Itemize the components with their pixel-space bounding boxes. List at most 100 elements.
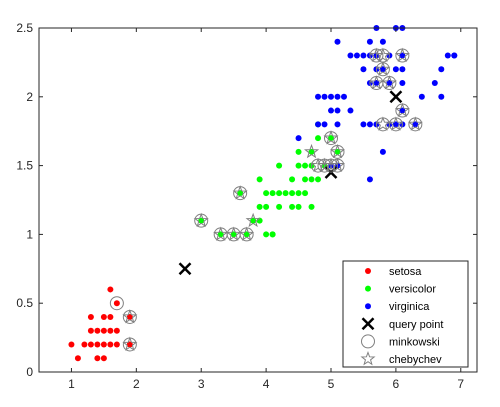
point-chebychev: [368, 75, 384, 90]
point-setosa: [100, 355, 107, 362]
point-setosa: [74, 355, 81, 362]
legend-box: [342, 260, 469, 368]
legend-marker-minkowski: [361, 334, 375, 349]
x-tick-label: 5: [328, 377, 335, 391]
point-virginica: [360, 52, 367, 59]
point-versicolor: [230, 231, 237, 238]
legend-label: query point: [389, 319, 443, 331]
point-virginica: [386, 80, 393, 87]
y-tick-label: 0: [26, 365, 33, 379]
x-tick-label: 4: [263, 377, 270, 391]
point-setosa: [100, 341, 107, 348]
point-minkowski: [109, 296, 124, 311]
x-tick-label: 7: [457, 377, 464, 391]
point-chebychev: [375, 47, 391, 62]
point-versicolor: [198, 217, 205, 224]
legend-item-virginica: virginica: [365, 301, 430, 313]
point-virginica: [315, 121, 322, 128]
point-virginica: [321, 93, 328, 100]
point-versicolor: [308, 148, 315, 155]
legend-label: setosa: [389, 266, 422, 278]
point-versicolor: [289, 203, 296, 210]
point-setosa: [113, 300, 120, 307]
series-setosa: [68, 286, 133, 362]
x-tick-label: 1: [68, 377, 75, 391]
point-versicolor: [276, 162, 283, 169]
point-virginica: [431, 80, 438, 87]
point-setosa: [94, 327, 101, 334]
point-setosa: [87, 341, 94, 348]
point-versicolor: [217, 231, 224, 238]
legend-label: chebychev: [389, 354, 442, 366]
point-virginica: [399, 107, 406, 114]
point-setosa: [126, 341, 133, 348]
point-chebychev: [232, 185, 248, 200]
point-versicolor: [315, 176, 322, 183]
axes-box: [38, 27, 478, 373]
point-versicolor: [295, 162, 302, 169]
point-versicolor: [276, 203, 283, 210]
x-tick-label: 2: [133, 377, 140, 391]
point-versicolor: [263, 203, 270, 210]
point-virginica: [347, 52, 354, 59]
point-virginica: [315, 93, 322, 100]
point-chebychev: [375, 61, 391, 76]
point-virginica: [366, 176, 373, 183]
point-setosa: [100, 327, 107, 334]
point-versicolor: [308, 176, 315, 183]
legend-marker-query-point: [361, 317, 375, 331]
point-virginica: [399, 52, 406, 59]
legend-label: minkowski: [389, 336, 440, 348]
legend-item-setosa: setosa: [365, 266, 422, 278]
point-virginica: [360, 121, 367, 128]
point-query-point: [178, 262, 192, 276]
legend-marker-setosa: [365, 268, 371, 274]
point-chebychev: [407, 116, 423, 131]
point-versicolor: [243, 231, 250, 238]
legend-item-chebychev: chebychev: [360, 351, 442, 366]
point-versicolor: [282, 190, 289, 197]
y-tick-label: 2.5: [16, 21, 33, 35]
point-virginica: [392, 66, 399, 73]
x-tick-label: 3: [198, 377, 205, 391]
point-setosa: [113, 327, 120, 334]
point-versicolor: [289, 190, 296, 197]
point-versicolor: [263, 190, 270, 197]
x-tick-label: 6: [393, 377, 400, 391]
point-virginica: [295, 135, 302, 142]
point-virginica: [321, 121, 328, 128]
point-virginica: [418, 93, 425, 100]
point-virginica: [399, 80, 406, 87]
point-query-point: [389, 90, 403, 104]
series-versicolor: [198, 121, 341, 238]
legend-marker-virginica: [365, 303, 371, 310]
y-tick-label: 1.5: [16, 159, 33, 173]
point-setosa: [126, 313, 133, 320]
point-chebychev: [375, 116, 391, 131]
point-versicolor: [250, 217, 257, 224]
point-chebychev: [122, 336, 138, 351]
point-virginica: [379, 38, 386, 45]
point-chebychev: [388, 116, 404, 131]
point-virginica: [334, 107, 341, 114]
point-versicolor: [289, 176, 296, 183]
y-tick-label: 1: [26, 227, 33, 241]
point-versicolor: [256, 203, 263, 210]
point-virginica: [328, 93, 334, 100]
point-versicolor: [276, 190, 283, 197]
point-chebychev: [303, 143, 320, 159]
point-versicolor: [295, 190, 302, 197]
point-setosa: [87, 327, 94, 334]
point-versicolor: [302, 190, 309, 197]
point-setosa: [87, 313, 94, 320]
point-versicolor: [295, 148, 302, 155]
point-virginica: [353, 52, 360, 59]
point-versicolor: [334, 148, 341, 155]
point-setosa: [81, 341, 88, 348]
point-setosa: [94, 355, 101, 362]
point-chebychev: [239, 226, 255, 241]
point-virginica: [392, 121, 399, 128]
point-virginica: [334, 121, 341, 128]
point-chebychev: [381, 75, 397, 90]
